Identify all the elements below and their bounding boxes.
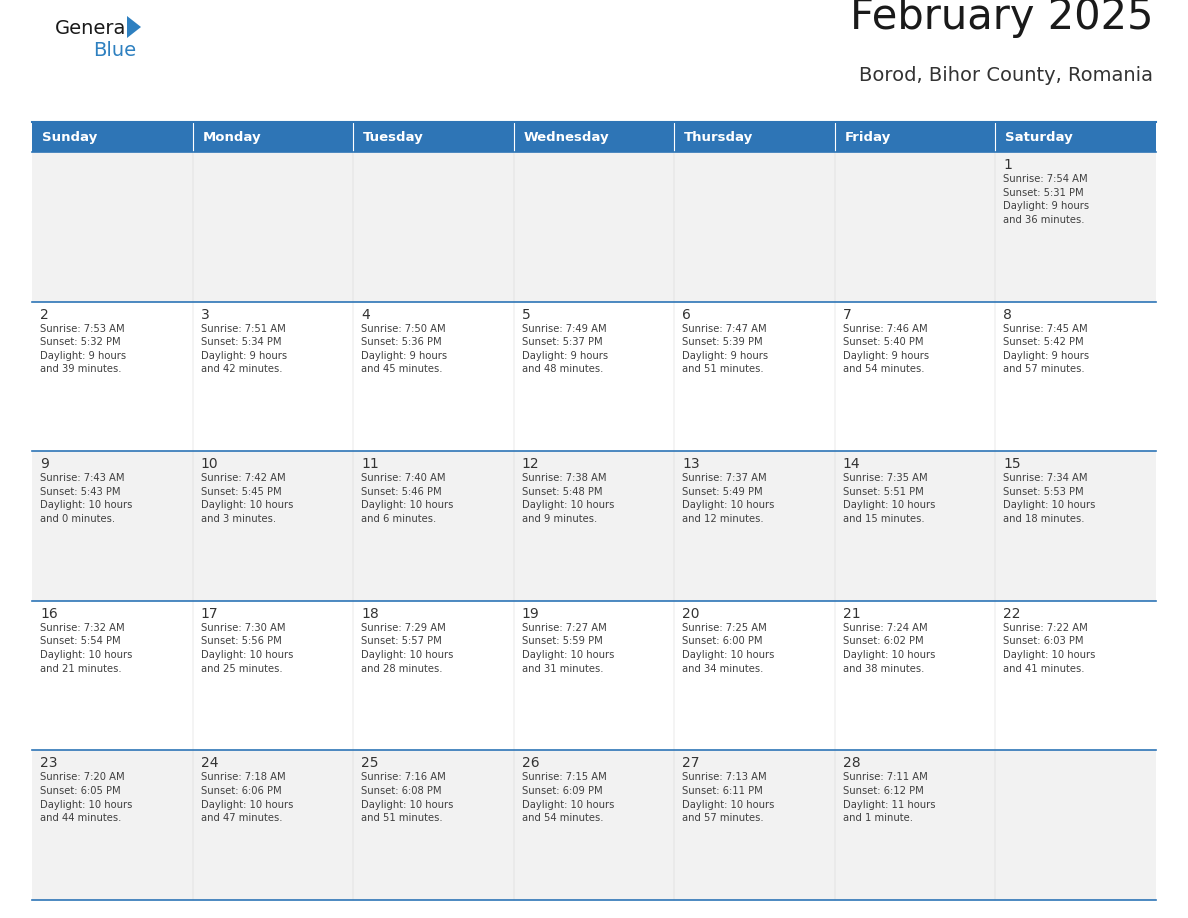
Text: Sunrise: 7:27 AM
Sunset: 5:59 PM
Daylight: 10 hours
and 31 minutes.: Sunrise: 7:27 AM Sunset: 5:59 PM Dayligh… [522,622,614,674]
Text: Sunrise: 7:24 AM
Sunset: 6:02 PM
Daylight: 10 hours
and 38 minutes.: Sunrise: 7:24 AM Sunset: 6:02 PM Dayligh… [842,622,935,674]
Text: Sunrise: 7:18 AM
Sunset: 6:06 PM
Daylight: 10 hours
and 47 minutes.: Sunrise: 7:18 AM Sunset: 6:06 PM Dayligh… [201,772,293,823]
Text: Sunrise: 7:47 AM
Sunset: 5:39 PM
Daylight: 9 hours
and 51 minutes.: Sunrise: 7:47 AM Sunset: 5:39 PM Dayligh… [682,324,769,375]
Bar [835,122,996,152]
Bar [32,600,1156,750]
Text: 24: 24 [201,756,219,770]
Text: 5: 5 [522,308,531,321]
Text: Sunrise: 7:34 AM
Sunset: 5:53 PM
Daylight: 10 hours
and 18 minutes.: Sunrise: 7:34 AM Sunset: 5:53 PM Dayligh… [1004,473,1095,524]
Text: 6: 6 [682,308,691,321]
Text: Sunday: Sunday [42,130,97,143]
Bar [32,152,1156,302]
Text: Sunrise: 7:50 AM
Sunset: 5:36 PM
Daylight: 9 hours
and 45 minutes.: Sunrise: 7:50 AM Sunset: 5:36 PM Dayligh… [361,324,447,375]
Text: 11: 11 [361,457,379,471]
Text: Sunrise: 7:29 AM
Sunset: 5:57 PM
Daylight: 10 hours
and 28 minutes.: Sunrise: 7:29 AM Sunset: 5:57 PM Dayligh… [361,622,454,674]
Polygon shape [127,16,141,38]
Text: 22: 22 [1004,607,1020,621]
Text: 4: 4 [361,308,369,321]
Text: Thursday: Thursday [684,130,753,143]
Text: 3: 3 [201,308,209,321]
Text: 23: 23 [40,756,57,770]
Text: Sunrise: 7:43 AM
Sunset: 5:43 PM
Daylight: 10 hours
and 0 minutes.: Sunrise: 7:43 AM Sunset: 5:43 PM Dayligh… [40,473,132,524]
Text: Sunrise: 7:46 AM
Sunset: 5:40 PM
Daylight: 9 hours
and 54 minutes.: Sunrise: 7:46 AM Sunset: 5:40 PM Dayligh… [842,324,929,375]
Text: 9: 9 [40,457,49,471]
Text: Sunrise: 7:20 AM
Sunset: 6:05 PM
Daylight: 10 hours
and 44 minutes.: Sunrise: 7:20 AM Sunset: 6:05 PM Dayligh… [40,772,132,823]
Text: Sunrise: 7:32 AM
Sunset: 5:54 PM
Daylight: 10 hours
and 21 minutes.: Sunrise: 7:32 AM Sunset: 5:54 PM Dayligh… [40,622,132,674]
Text: 14: 14 [842,457,860,471]
Text: Sunrise: 7:11 AM
Sunset: 6:12 PM
Daylight: 11 hours
and 1 minute.: Sunrise: 7:11 AM Sunset: 6:12 PM Dayligh… [842,772,935,823]
Text: Sunrise: 7:30 AM
Sunset: 5:56 PM
Daylight: 10 hours
and 25 minutes.: Sunrise: 7:30 AM Sunset: 5:56 PM Dayligh… [201,622,293,674]
Bar [192,122,353,152]
Text: 2: 2 [40,308,49,321]
Text: Sunrise: 7:40 AM
Sunset: 5:46 PM
Daylight: 10 hours
and 6 minutes.: Sunrise: 7:40 AM Sunset: 5:46 PM Dayligh… [361,473,454,524]
Text: Sunrise: 7:25 AM
Sunset: 6:00 PM
Daylight: 10 hours
and 34 minutes.: Sunrise: 7:25 AM Sunset: 6:00 PM Dayligh… [682,622,775,674]
Text: Sunrise: 7:54 AM
Sunset: 5:31 PM
Daylight: 9 hours
and 36 minutes.: Sunrise: 7:54 AM Sunset: 5:31 PM Dayligh… [1004,174,1089,225]
Text: 7: 7 [842,308,852,321]
Text: Saturday: Saturday [1005,130,1073,143]
Text: Borod, Bihor County, Romania: Borod, Bihor County, Romania [859,66,1154,85]
Text: 17: 17 [201,607,219,621]
Text: Sunrise: 7:51 AM
Sunset: 5:34 PM
Daylight: 9 hours
and 42 minutes.: Sunrise: 7:51 AM Sunset: 5:34 PM Dayligh… [201,324,286,375]
Text: February 2025: February 2025 [849,0,1154,38]
Text: 25: 25 [361,756,379,770]
Text: 27: 27 [682,756,700,770]
Bar [32,302,1156,452]
Text: Blue: Blue [93,41,137,60]
Text: Sunrise: 7:53 AM
Sunset: 5:32 PM
Daylight: 9 hours
and 39 minutes.: Sunrise: 7:53 AM Sunset: 5:32 PM Dayligh… [40,324,126,375]
Text: 28: 28 [842,756,860,770]
Bar [353,122,513,152]
Text: General: General [55,19,132,38]
Text: Tuesday: Tuesday [364,130,424,143]
Text: Wednesday: Wednesday [524,130,609,143]
Text: 16: 16 [40,607,58,621]
Bar [32,750,1156,900]
Text: 26: 26 [522,756,539,770]
Text: 10: 10 [201,457,219,471]
Text: Friday: Friday [845,130,891,143]
Text: Sunrise: 7:35 AM
Sunset: 5:51 PM
Daylight: 10 hours
and 15 minutes.: Sunrise: 7:35 AM Sunset: 5:51 PM Dayligh… [842,473,935,524]
Text: 21: 21 [842,607,860,621]
Text: Sunrise: 7:16 AM
Sunset: 6:08 PM
Daylight: 10 hours
and 51 minutes.: Sunrise: 7:16 AM Sunset: 6:08 PM Dayligh… [361,772,454,823]
Bar [32,122,192,152]
Text: 13: 13 [682,457,700,471]
Text: Sunrise: 7:45 AM
Sunset: 5:42 PM
Daylight: 9 hours
and 57 minutes.: Sunrise: 7:45 AM Sunset: 5:42 PM Dayligh… [1004,324,1089,375]
Text: 15: 15 [1004,457,1020,471]
Text: Sunrise: 7:38 AM
Sunset: 5:48 PM
Daylight: 10 hours
and 9 minutes.: Sunrise: 7:38 AM Sunset: 5:48 PM Dayligh… [522,473,614,524]
Text: Sunrise: 7:42 AM
Sunset: 5:45 PM
Daylight: 10 hours
and 3 minutes.: Sunrise: 7:42 AM Sunset: 5:45 PM Dayligh… [201,473,293,524]
Text: Monday: Monday [203,130,261,143]
Text: 12: 12 [522,457,539,471]
Text: Sunrise: 7:37 AM
Sunset: 5:49 PM
Daylight: 10 hours
and 12 minutes.: Sunrise: 7:37 AM Sunset: 5:49 PM Dayligh… [682,473,775,524]
Text: 20: 20 [682,607,700,621]
Bar [513,122,675,152]
Text: 19: 19 [522,607,539,621]
Bar [675,122,835,152]
Text: 18: 18 [361,607,379,621]
Bar [996,122,1156,152]
Text: 1: 1 [1004,158,1012,172]
Text: Sunrise: 7:49 AM
Sunset: 5:37 PM
Daylight: 9 hours
and 48 minutes.: Sunrise: 7:49 AM Sunset: 5:37 PM Dayligh… [522,324,608,375]
Text: 8: 8 [1004,308,1012,321]
Text: Sunrise: 7:22 AM
Sunset: 6:03 PM
Daylight: 10 hours
and 41 minutes.: Sunrise: 7:22 AM Sunset: 6:03 PM Dayligh… [1004,622,1095,674]
Bar [32,452,1156,600]
Text: Sunrise: 7:15 AM
Sunset: 6:09 PM
Daylight: 10 hours
and 54 minutes.: Sunrise: 7:15 AM Sunset: 6:09 PM Dayligh… [522,772,614,823]
Text: Sunrise: 7:13 AM
Sunset: 6:11 PM
Daylight: 10 hours
and 57 minutes.: Sunrise: 7:13 AM Sunset: 6:11 PM Dayligh… [682,772,775,823]
